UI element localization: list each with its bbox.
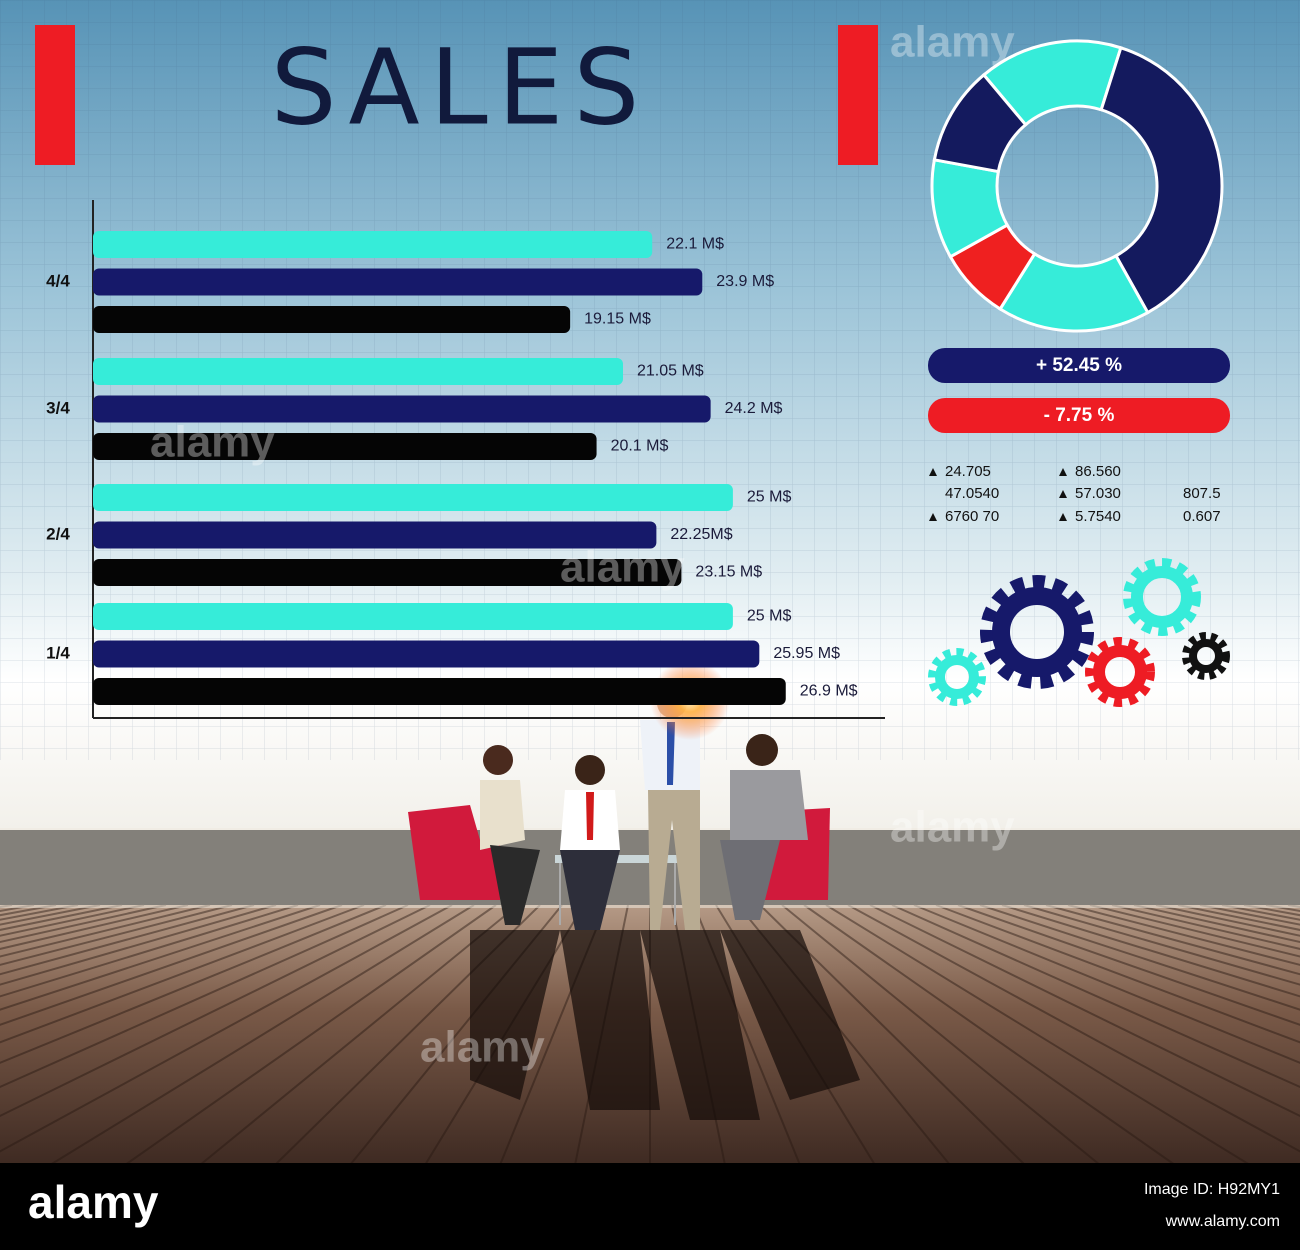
watermark: alamy (890, 803, 1015, 852)
bar (93, 395, 711, 423)
stat: 6760 70 (945, 508, 999, 525)
change-up: + 52.45 % (1036, 355, 1122, 376)
shadows (470, 930, 860, 1120)
triangles (929, 468, 1067, 521)
donut-segment (932, 72, 1028, 174)
bar (93, 559, 682, 586)
footer-url: www.alamy.com (1165, 1213, 1280, 1230)
change-down: - 7.75 % (1044, 405, 1115, 426)
value-label: 21.05 M$ (637, 363, 704, 380)
footer-logo: alamy (28, 1176, 159, 1228)
red-marker (838, 25, 878, 165)
bar (93, 433, 597, 460)
category-label: 2/4 (46, 524, 70, 543)
value-label: 23.15 M$ (695, 564, 762, 581)
bar (93, 484, 733, 511)
bar (93, 358, 623, 385)
watermark: alamy (150, 418, 275, 467)
value-label: 25.95 M$ (773, 645, 840, 662)
stat: 24.705 (945, 463, 991, 480)
category-label: 1/4 (46, 643, 70, 662)
pill-down (928, 398, 1230, 433)
value-label: 26.9 M$ (800, 683, 858, 700)
value-label: 25 M$ (747, 489, 792, 506)
watermark: alamy (420, 1023, 545, 1072)
watermark: alamy (890, 18, 1015, 67)
bar (93, 603, 733, 630)
chart-title: SALES (271, 26, 650, 148)
footer (0, 1163, 1300, 1250)
planks (0, 904, 1300, 1166)
watermark: alamy (560, 543, 685, 592)
value-label: 24.2 M$ (725, 400, 783, 417)
bar (93, 231, 653, 258)
stat: 57.030 (1075, 485, 1121, 502)
stat: 86.560 (1075, 463, 1121, 480)
pill-up (928, 348, 1230, 383)
donut-segment (1099, 45, 1224, 315)
image-id: Image ID: H92MY1 (1144, 1181, 1280, 1198)
category-label: 4/4 (46, 271, 70, 290)
gears (928, 558, 1230, 707)
bar (93, 640, 760, 668)
bar (93, 306, 571, 333)
value-label: 22.25M$ (670, 526, 732, 543)
donut-chart (930, 39, 1224, 333)
value-label: 22.1 M$ (666, 236, 724, 253)
value-label: 25 M$ (747, 608, 792, 625)
bar (93, 521, 657, 549)
stat: 5.7540 (1075, 508, 1121, 525)
value-label: 23.9 M$ (716, 273, 774, 290)
bar-chart: 4/4 22.1 M$ 23.9 M$ 19.15 M$ 3/4 21.05 M$ 24.2… (46, 231, 858, 705)
value-label: 20.1 M$ (611, 438, 669, 455)
red-marker (35, 25, 75, 165)
category-label: 3/4 (46, 398, 70, 417)
value-label: 19.15 M$ (584, 311, 651, 328)
stat: 807.5 (1183, 485, 1221, 502)
bar (93, 268, 703, 296)
stat: 0.607 (1183, 508, 1221, 525)
bar (93, 678, 786, 705)
stat: 47.0540 (945, 485, 999, 502)
